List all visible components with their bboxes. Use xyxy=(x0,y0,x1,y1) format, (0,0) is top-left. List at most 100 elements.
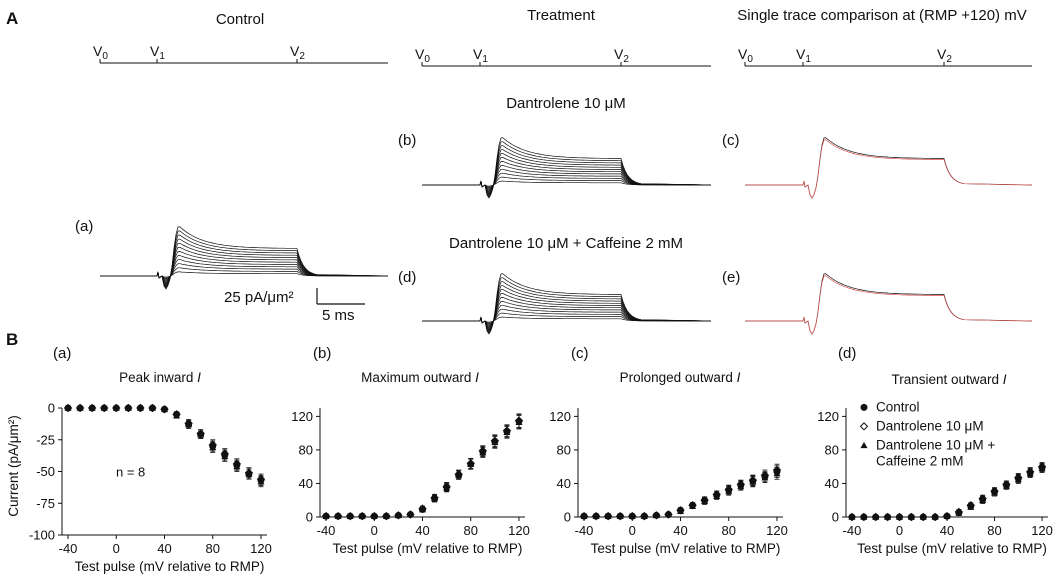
v2-label: V2 xyxy=(614,46,629,65)
protocol-treatment: V0 V1 V2 xyxy=(415,46,711,67)
data-point-triangle xyxy=(491,438,499,446)
data-point-triangle xyxy=(652,511,660,519)
data-point-triangle xyxy=(664,510,672,518)
data-point-triangle xyxy=(88,404,96,411)
data-point-triangle xyxy=(860,513,868,520)
y-tick-label: 120 xyxy=(817,409,839,424)
current-trace xyxy=(422,316,712,324)
current-trace xyxy=(422,165,712,191)
data-point-triangle xyxy=(455,471,463,478)
current-trace xyxy=(422,277,712,334)
data-point-triangle xyxy=(209,443,217,451)
data-point-triangle xyxy=(931,513,939,520)
data-point-triangle xyxy=(467,460,475,467)
x-axis-label: Test pulse (mV relative to RMP) xyxy=(857,541,1047,556)
data-point-triangle xyxy=(100,404,108,411)
data-point-triangle xyxy=(443,484,451,491)
data-point-triangle xyxy=(616,512,624,519)
data-point-triangle xyxy=(515,418,523,426)
panel-label-b: B xyxy=(6,330,18,349)
data-point-triangle xyxy=(419,505,426,513)
panel-label-a: A xyxy=(6,9,18,28)
scale-bar: 25 pA/μm² 5 ms xyxy=(224,288,365,324)
chart-tag: (c) xyxy=(571,345,589,362)
data-point-triangle xyxy=(406,510,414,518)
x-tick-label: 0 xyxy=(896,523,903,538)
current-trace xyxy=(422,289,712,331)
current-trace xyxy=(422,308,712,325)
v0-label: V0 xyxy=(93,43,108,62)
current-trace xyxy=(100,271,389,279)
chart-title: Transient outward I xyxy=(891,372,1006,387)
current-trace xyxy=(422,145,712,197)
x-tick-label: 40 xyxy=(157,541,171,556)
x-tick-label: -40 xyxy=(317,523,336,538)
y-tick-label: -75 xyxy=(36,496,55,511)
data-point-triangle xyxy=(394,511,402,519)
current-trace xyxy=(422,180,712,188)
current-trace xyxy=(422,141,712,198)
x-tick-label: 80 xyxy=(206,541,220,556)
data-point-triangle xyxy=(479,448,487,456)
y-tick-label: 0 xyxy=(564,510,571,525)
legend-label: Dantrolene 10 μM + xyxy=(876,437,995,452)
chart-title: Maximum outward I xyxy=(361,370,479,385)
current-trace xyxy=(100,226,389,290)
y-tick-label: 80 xyxy=(557,442,571,457)
data-point-triangle xyxy=(713,492,721,499)
data-point-triangle xyxy=(701,497,709,504)
y-tick-label: 40 xyxy=(825,476,839,491)
data-point-triangle xyxy=(112,404,120,411)
data-point-triangle xyxy=(773,469,781,477)
trace-tag-e: (e) xyxy=(722,269,740,286)
legend-label: Caffeine 2 mM xyxy=(876,453,964,468)
protocol-control: V0 V1 V2 xyxy=(93,43,388,64)
data-point-triangle xyxy=(737,482,745,489)
y-tick-label: -50 xyxy=(36,464,55,479)
x-tick-label: 120 xyxy=(766,523,788,538)
data-point-triangle xyxy=(689,502,697,509)
data-point-triangle xyxy=(907,513,915,520)
current-trace xyxy=(100,230,389,289)
chart-3: (d) Transient outward I -40 0 40 80 120 0 40 80 12… xyxy=(817,345,1053,556)
data-point-triangle xyxy=(431,495,439,502)
data-point-triangle xyxy=(967,503,975,510)
data-point-triangle xyxy=(592,512,600,519)
legend-label: Control xyxy=(876,399,920,414)
x-axis-label: Test pulse (mV relative to RMP) xyxy=(75,559,265,574)
data-point-triangle xyxy=(895,513,903,520)
x-tick-label: 120 xyxy=(508,523,530,538)
data-point-triangle xyxy=(955,509,963,516)
data-point-triangle xyxy=(370,512,378,519)
data-point-triangle xyxy=(334,512,342,519)
condition-dantrolene-caffeine: Dantrolene 10 μM + Caffeine 2 mM xyxy=(449,235,683,252)
x-tick-label: 40 xyxy=(940,523,954,538)
protocol-comparison: V0 V1 V2 xyxy=(738,46,1032,67)
current-trace xyxy=(422,304,712,326)
legend-marker-circle xyxy=(860,403,868,411)
x-tick-label: 0 xyxy=(371,523,378,538)
current-trace xyxy=(100,251,389,283)
x-tick-label: -40 xyxy=(843,523,862,538)
x-tick-label: 80 xyxy=(464,523,478,538)
chart-tag: (b) xyxy=(313,345,331,362)
v0-label: V0 xyxy=(415,46,430,65)
current-trace xyxy=(100,238,389,287)
data-point-triangle xyxy=(185,421,193,428)
chart-title: Peak inward I xyxy=(119,370,201,385)
current-trace xyxy=(100,267,389,279)
data-point-triangle xyxy=(233,462,241,470)
data-point-triangle xyxy=(580,512,588,519)
y-tick-label: 80 xyxy=(299,442,313,457)
data-point-triangle xyxy=(197,431,205,438)
data-point-triangle xyxy=(257,478,265,485)
data-point-triangle xyxy=(382,512,390,519)
condition-dantrolene: Dantrolene 10 μM xyxy=(506,95,626,112)
v1-label: V1 xyxy=(473,46,488,65)
trace-overlay-dantrolene-caffeine xyxy=(745,273,1033,335)
data-point-triangle xyxy=(725,487,733,494)
data-point-triangle xyxy=(358,512,366,519)
legend-marker-diamond xyxy=(859,422,869,431)
y-tick-label: 0 xyxy=(306,510,313,525)
v2-label: V2 xyxy=(290,43,305,62)
